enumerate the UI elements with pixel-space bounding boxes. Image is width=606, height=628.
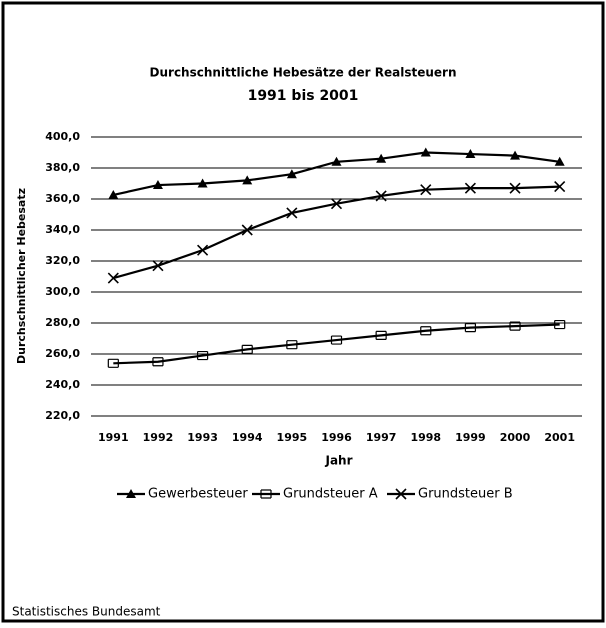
legend-marker	[260, 489, 272, 499]
x-tick-label: 1993	[187, 431, 218, 444]
y-tick-label: 340,0	[45, 223, 80, 236]
data-point	[286, 340, 298, 350]
y-axis-label: Durchschnittlicher Hebesatz	[15, 188, 28, 364]
x-tick-label: 1997	[366, 431, 397, 444]
x-tick-label: 1995	[277, 431, 308, 444]
data-point	[375, 330, 387, 340]
series-line	[113, 323, 560, 365]
y-tick-label: 280,0	[45, 316, 80, 329]
data-point	[107, 272, 119, 284]
data-point	[107, 358, 119, 368]
data-point	[509, 321, 521, 331]
chart-title: Durchschnittliche Hebesätze der Realsteu…	[150, 66, 457, 80]
data-point	[196, 350, 209, 361]
y-tick-label: 300,0	[45, 285, 80, 298]
data-point	[464, 182, 476, 194]
legend-label: Grundsteuer B	[418, 487, 513, 502]
data-point	[331, 156, 342, 166]
data-point	[152, 260, 164, 272]
legend-marker	[395, 488, 407, 500]
data-point	[376, 153, 387, 163]
data-point	[420, 184, 432, 196]
data-point	[152, 180, 163, 190]
data-point	[286, 207, 298, 219]
data-point	[108, 189, 119, 199]
data-point	[242, 175, 253, 185]
data-point	[554, 181, 566, 193]
series-line	[113, 185, 560, 280]
x-tick-label: 1999	[455, 431, 486, 444]
x-axis-label: Jahr	[324, 454, 352, 468]
x-tick-label: 2001	[544, 431, 575, 444]
y-tick-label: 260,0	[45, 347, 80, 360]
data-point	[241, 344, 253, 354]
data-point	[197, 178, 208, 188]
x-tick-label: 1992	[143, 431, 174, 444]
data-point	[420, 326, 432, 336]
data-point	[464, 323, 477, 333]
data-point	[510, 150, 521, 160]
y-tick-label: 320,0	[45, 254, 80, 267]
x-tick-label: 1991	[98, 431, 129, 444]
legend-label: Grundsteuer A	[283, 487, 378, 502]
y-tick-label: 240,0	[45, 378, 80, 391]
chart-subtitle: 1991 bis 2001	[248, 88, 359, 104]
data-point	[330, 198, 343, 210]
data-point	[420, 147, 431, 157]
y-tick-label: 400,0	[45, 130, 80, 143]
data-point	[509, 182, 521, 194]
data-point	[197, 244, 209, 256]
x-tick-label: 1994	[232, 431, 263, 444]
data-point	[554, 156, 565, 166]
data-point	[286, 169, 297, 179]
data-point	[465, 149, 476, 159]
legend-marker	[126, 489, 136, 498]
y-tick-label: 360,0	[45, 192, 80, 205]
data-point	[554, 319, 566, 330]
data-point	[330, 335, 343, 345]
data-point	[241, 224, 253, 236]
legend-label: Gewerbesteuer	[148, 487, 248, 502]
data-point	[152, 357, 164, 367]
y-tick-label: 220,0	[45, 409, 80, 422]
source: Statistisches Bundesamt	[12, 605, 161, 619]
x-tick-label: 1998	[410, 431, 441, 444]
y-tick-label: 380,0	[45, 161, 80, 174]
x-tick-label: 2000	[500, 431, 531, 444]
data-point	[375, 190, 387, 202]
x-tick-label: 1996	[321, 431, 352, 444]
